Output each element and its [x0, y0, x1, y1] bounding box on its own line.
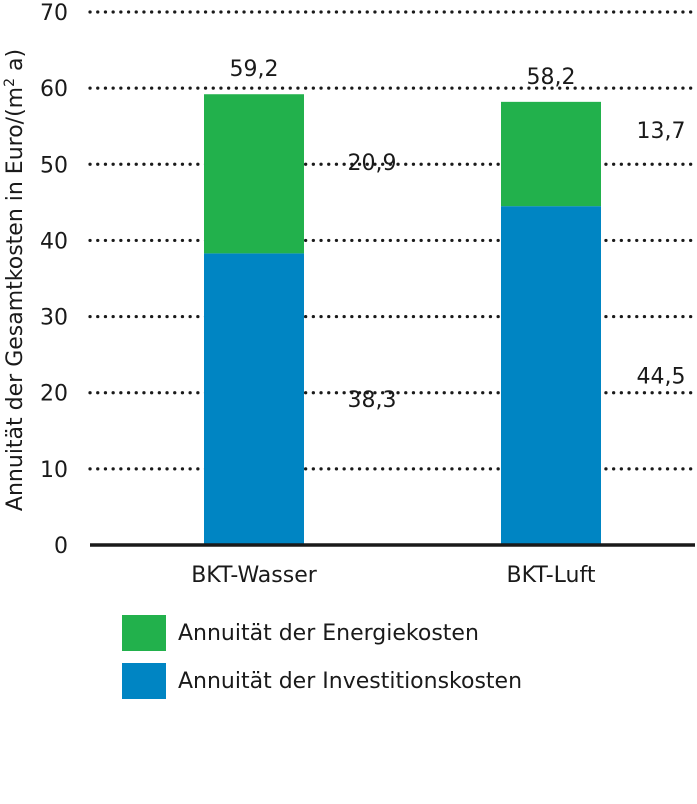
bar-segment-label: 44,5	[637, 365, 686, 390]
legend-item-energy: Annuität der Energiekosten	[122, 610, 522, 656]
bar-segment	[501, 101, 601, 207]
legend-label-investment: Annuität der Investitionskosten	[178, 668, 523, 694]
legend-swatch-investment	[122, 663, 166, 699]
bar-total-label: 58,2	[527, 65, 576, 90]
bar-segment	[204, 253, 304, 545]
legend-item-investment: Annuität der Investitionskosten	[122, 658, 522, 704]
bar-segment-label: 38,3	[348, 388, 397, 413]
y-tick-label: 30	[40, 306, 68, 331]
y-tick-label: 60	[40, 77, 68, 102]
x-tick-label: BKT-Luft	[507, 563, 596, 588]
legend-label-energy: Annuität der Energiekosten	[178, 620, 479, 646]
y-axis-label: Annuität der Gesamtkosten in Euro/(m2 a)	[2, 49, 28, 511]
y-tick-label: 10	[40, 458, 68, 483]
legend: Annuität der Energiekosten Annuität der …	[122, 610, 522, 706]
y-tick-label: 40	[40, 229, 68, 254]
bar-segment-label: 20,9	[348, 151, 397, 176]
y-tick-label: 50	[40, 153, 68, 178]
bar-segment	[204, 94, 304, 254]
bar-segment-label: 13,7	[637, 119, 686, 144]
bar-total-label: 59,2	[230, 57, 279, 82]
y-tick-label: 20	[40, 382, 68, 407]
y-tick-label: 70	[40, 1, 68, 26]
bar-segment	[501, 206, 601, 545]
legend-swatch-energy	[122, 615, 166, 651]
y-tick-label: 0	[54, 534, 68, 559]
x-tick-label: BKT-Wasser	[191, 563, 318, 588]
